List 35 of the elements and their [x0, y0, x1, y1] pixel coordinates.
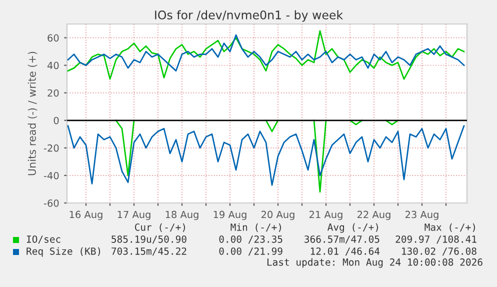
- text: 0.00 /21.99: [219, 247, 282, 256]
- y-tick-label: 0: [54, 116, 59, 124]
- line-series: [67, 34, 465, 72]
- legend-label: IO/sec: [26, 235, 60, 244]
- text: Cur (-/+): [134, 223, 185, 232]
- x-tick-label: 16 Aug: [70, 210, 102, 220]
- y-tick-label: -20: [44, 144, 59, 152]
- text: 703.15m/45.22: [112, 247, 186, 256]
- text: 0.00 /23.35: [219, 235, 282, 244]
- text: 130.02 /76.08: [402, 247, 476, 256]
- text: 209.97 /108.41: [396, 235, 476, 244]
- line-series: [67, 125, 465, 186]
- line-series: [67, 30, 465, 80]
- legend-label: Req Size (KB): [26, 247, 100, 257]
- x-tick-label: 23 Aug: [405, 210, 438, 220]
- y-tick-label: 60: [48, 34, 59, 42]
- y-tick-label: 40: [47, 62, 59, 70]
- text: 585.19u/50.90: [112, 235, 186, 244]
- chart-title: IOs for /dev/nvme0n1 - by week: [155, 10, 344, 22]
- y-tick-label: -60: [44, 199, 59, 207]
- y-axis-title: Units read (-) / write (+): [28, 52, 38, 176]
- text: Avg (-/+): [328, 223, 378, 233]
- text: 366.57m/47.05: [304, 235, 380, 244]
- text: Max (-/+): [424, 223, 475, 232]
- text: Min (-/+): [230, 223, 281, 232]
- x-tick-label: 19 Aug: [214, 210, 246, 220]
- x-tick-label: 22 Aug: [357, 210, 390, 220]
- y-tick-label: 20: [48, 89, 59, 97]
- text: Last update: Mon Aug 24 10:00:08 2026: [267, 258, 482, 268]
- x-tick-label: 18 Aug: [166, 210, 198, 220]
- text: 12.01 /46.64: [310, 247, 380, 256]
- x-tick-label: 20 Aug: [261, 210, 294, 220]
- x-tick-label: 21 Aug: [309, 210, 342, 220]
- x-tick-label: 17 Aug: [118, 210, 150, 220]
- y-tick-label: -40: [44, 172, 59, 180]
